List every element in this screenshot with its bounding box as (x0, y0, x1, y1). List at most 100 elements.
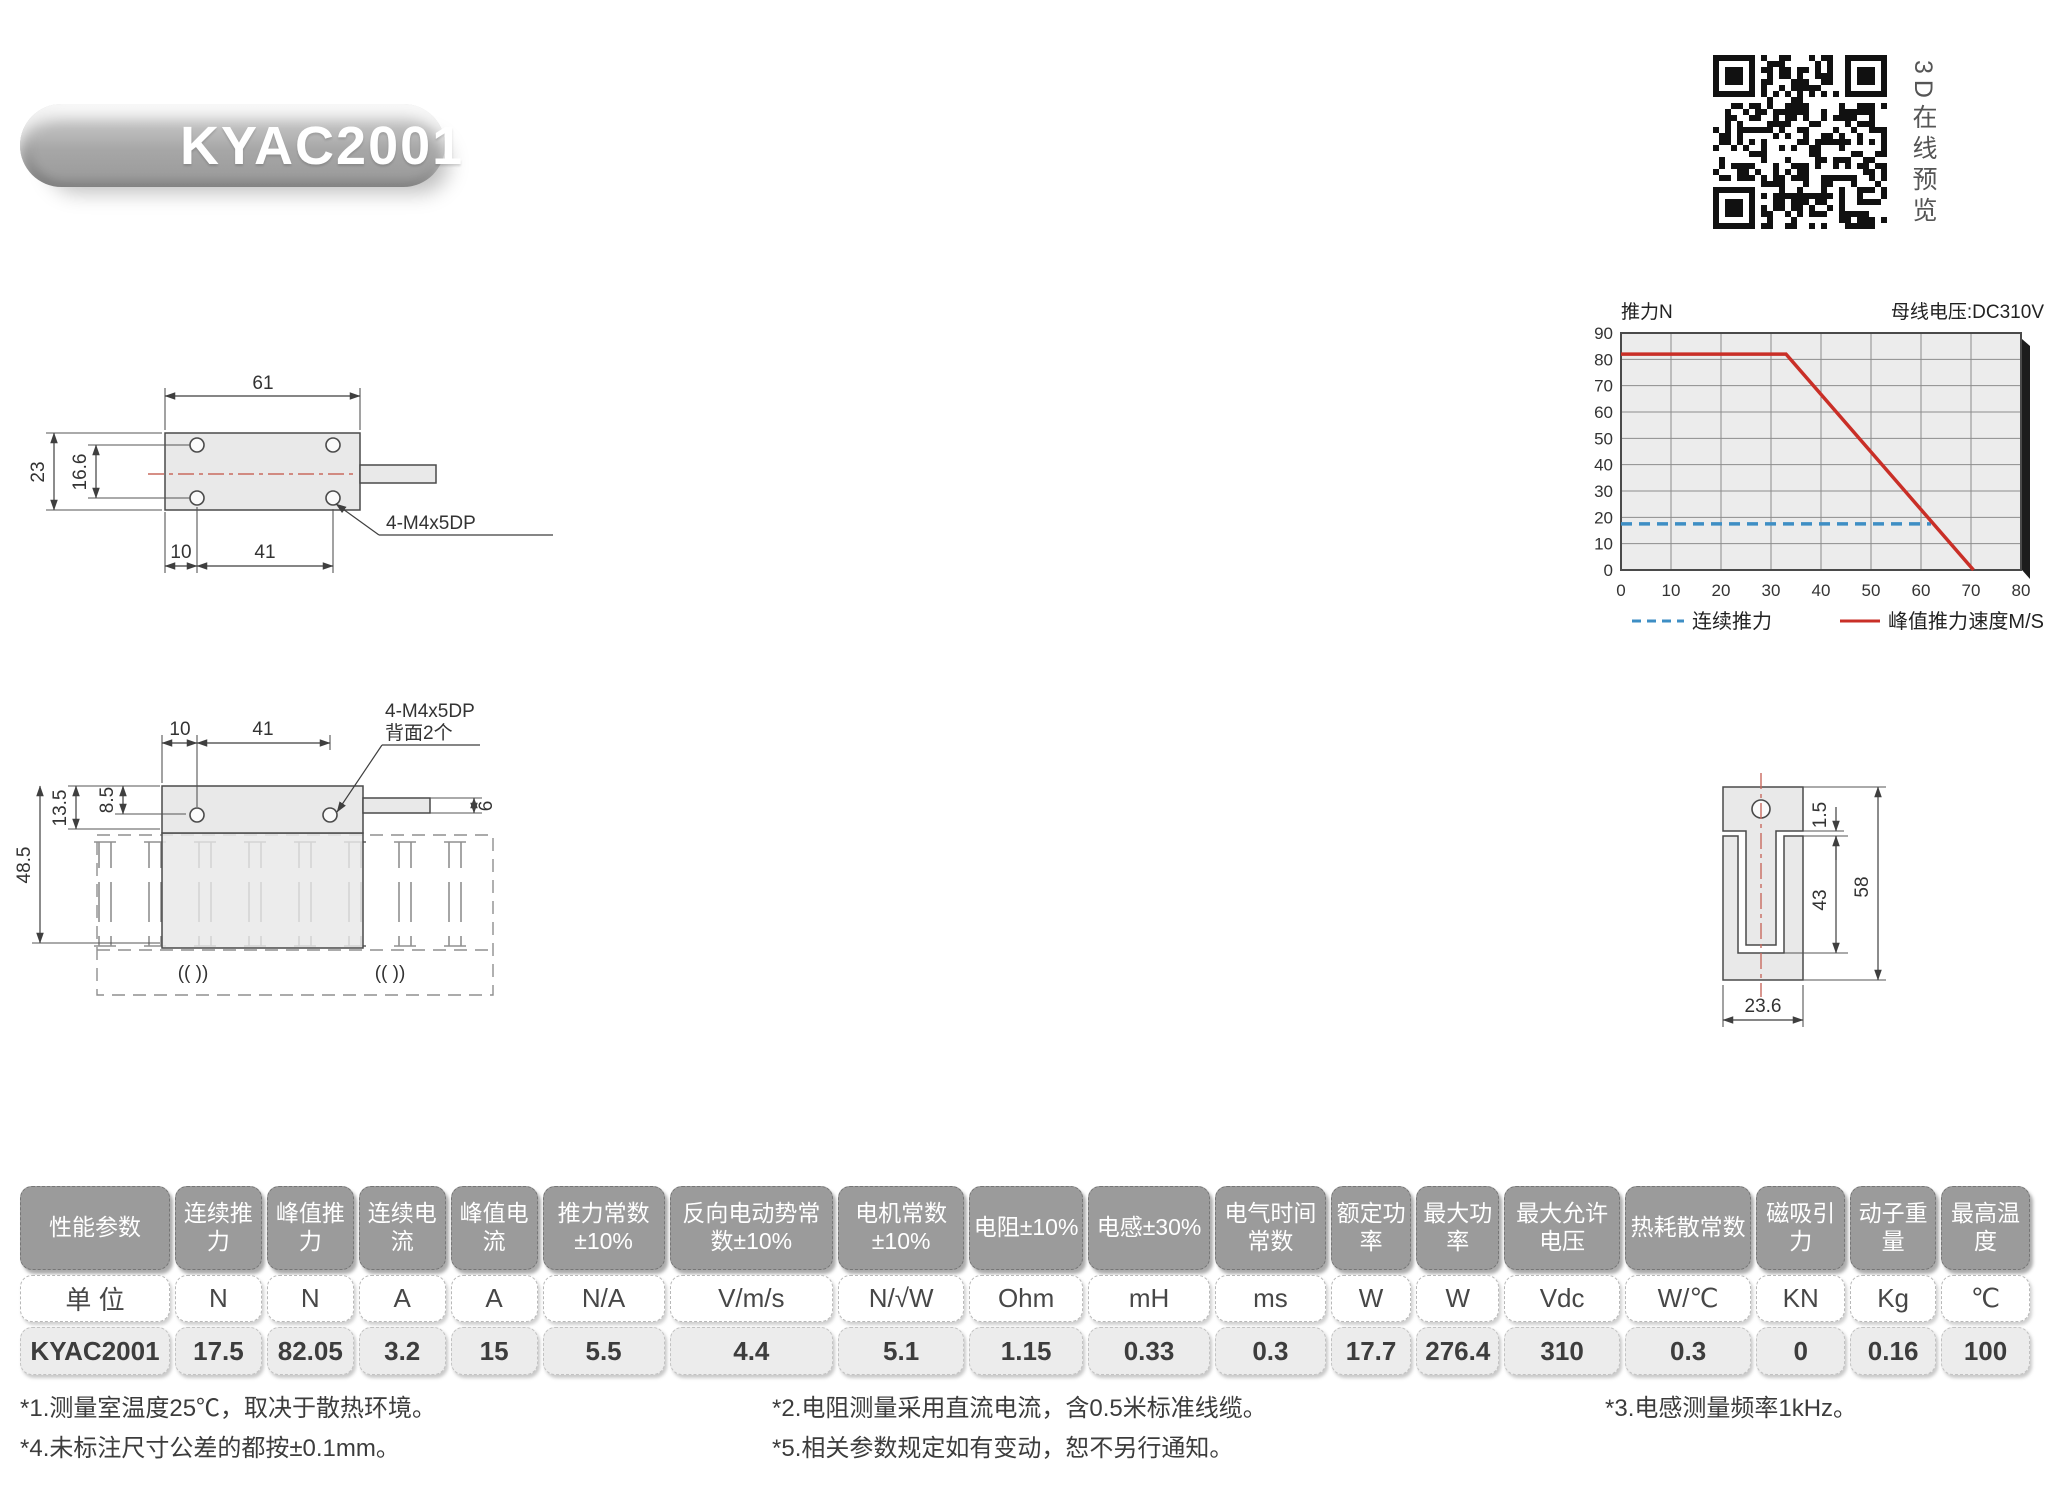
value-cell: 5.1 (838, 1327, 965, 1375)
footnote-3: *3.电感测量频率1kHz。 (1605, 1395, 1858, 1422)
thread-callout: 4-M4x5DP (386, 513, 476, 534)
header-cell: 性能参数 (20, 1186, 170, 1270)
product-title-badge: KYAC2001 (20, 104, 462, 187)
svg-text:20: 20 (1594, 508, 1613, 527)
thread-callout: 背面2个 (385, 722, 453, 744)
spec-table-header-row: 性能参数 连续推力 峰值推力 连续电流 峰值电流 推力常数±10% 反向电动势常数±10% 电… (20, 1186, 2030, 1270)
dimension-label: 43 (1810, 889, 1831, 910)
header-cell: 最大功率 (1416, 1186, 1500, 1270)
header-cell: 反向电动势常数±10% (669, 1186, 834, 1270)
stator-section (1722, 835, 1804, 981)
unit-cell: V/m/s (669, 1275, 834, 1322)
svg-text:10: 10 (1662, 581, 1681, 600)
svg-text:10: 10 (1594, 535, 1613, 554)
dimension-label: 10 (170, 542, 191, 563)
svg-text:推力N: 推力N (1621, 301, 1673, 323)
header-cell: 连续电流 (358, 1186, 446, 1270)
dimension-label: 10 (169, 719, 190, 740)
unit-cell: A (450, 1275, 538, 1322)
unit-cell: ms (1215, 1275, 1326, 1322)
dimension-label: 61 (252, 373, 273, 394)
unit-cell: KN (1756, 1275, 1846, 1322)
svg-text:20: 20 (1712, 581, 1731, 600)
header-cell: 最大允许电压 (1504, 1186, 1621, 1270)
svg-text:80: 80 (2012, 581, 2031, 600)
svg-text:80: 80 (1594, 350, 1613, 369)
value-cell: 17.5 (174, 1327, 262, 1375)
svg-text:40: 40 (1812, 581, 1831, 600)
unit-cell: W/℃ (1625, 1275, 1752, 1322)
unit-cell: mH (1088, 1275, 1211, 1322)
svg-text:速度M/S: 速度M/S (1968, 610, 2044, 633)
unit-cell: N/A (542, 1275, 665, 1322)
spec-table: 性能参数 连续推力 峰值推力 连续电流 峰值电流 推力常数±10% 反向电动势常数±10% 电… (20, 1186, 2030, 1375)
qr-code-image (1713, 55, 1887, 229)
spec-table-unit-row: 单 位 N N A A N/A V/m/s N/√W Ohm mH ms W W Vdc W/℃ KN Kg ℃ (20, 1275, 2030, 1322)
drawing-front-view: (( )) (( )) 10 41 4-M4x5DP 背面2个 13.5 8.5… (14, 701, 497, 996)
value-cell: 0.16 (1850, 1327, 1937, 1375)
rail-clip-symbol: (( )) (375, 963, 406, 984)
footnote-4: *4.未标注尺寸公差的都按±0.1mm。 (20, 1435, 400, 1462)
qr-code (1713, 55, 1887, 234)
drawing-section-view: 1.5 43 58 23.6 (1722, 773, 1886, 1027)
product-title: KYAC2001 (180, 115, 465, 176)
svg-text:50: 50 (1594, 429, 1613, 448)
footnote-2: *2.电阻测量采用直流电流，含0.5米标准线缆。 (772, 1395, 1267, 1422)
svg-text:连续推力: 连续推力 (1692, 610, 1772, 633)
dimension-label: 16.6 (70, 454, 91, 491)
footnote-5: *5.相关参数规定如有变动，恕不另行通知。 (772, 1435, 1234, 1462)
spec-table-value-row: KYAC2001 17.5 82.05 3.2 15 5.5 4.4 5.1 1.15 0.33 0… (20, 1327, 2030, 1375)
value-cell: 82.05 (266, 1327, 354, 1375)
svg-text:0: 0 (1616, 581, 1625, 600)
unit-cell: Kg (1850, 1275, 1937, 1322)
value-cell: 5.5 (542, 1327, 665, 1375)
dimension-label: 1.5 (1810, 802, 1831, 828)
header-cell: 电感±30% (1088, 1186, 1211, 1270)
qr-label: 3D在线预览 (1909, 60, 1937, 228)
value-cell: KYAC2001 (20, 1327, 170, 1375)
mover-section (1722, 786, 1804, 946)
value-cell: 1.15 (969, 1327, 1083, 1375)
header-cell: 最高温度 (1941, 1186, 2030, 1270)
svg-text:30: 30 (1762, 581, 1781, 600)
svg-text:峰值推力: 峰值推力 (1888, 610, 1968, 633)
unit-cell: W (1416, 1275, 1500, 1322)
svg-text:60: 60 (1912, 581, 1931, 600)
value-cell: 0 (1756, 1327, 1846, 1375)
header-cell: 额定功率 (1330, 1186, 1412, 1270)
dimension-label: 23.6 (1745, 996, 1782, 1017)
header-cell: 峰值电流 (450, 1186, 538, 1270)
value-cell: 0.33 (1088, 1327, 1211, 1375)
value-cell: 4.4 (669, 1327, 834, 1375)
footnote-1: *1.测量室温度25℃，取决于散热环境。 (20, 1395, 437, 1422)
header-cell: 连续推力 (174, 1186, 262, 1270)
dimension-label: 6 (476, 801, 497, 812)
unit-cell: W (1330, 1275, 1412, 1322)
dimension-label: 48.5 (14, 847, 35, 884)
unit-cell: 单 位 (20, 1275, 170, 1322)
svg-text:70: 70 (1594, 377, 1613, 396)
value-cell: 0.3 (1625, 1327, 1752, 1375)
header-cell: 动子重量 (1850, 1186, 1937, 1270)
mover-body (161, 832, 364, 949)
value-cell: 310 (1504, 1327, 1621, 1375)
thrust-speed-chart: 0 10 20 30 40 50 60 70 80 0 10 20 30 40 50 60 70 80 90 推力N 母… (1592, 288, 2050, 643)
drawing-top-view: 61 23 16.6 10 41 4-M4x5DP (30, 373, 553, 573)
thread-callout: 4-M4x5DP (385, 701, 475, 722)
value-cell: 100 (1941, 1327, 2030, 1375)
unit-cell: Vdc (1504, 1275, 1621, 1322)
svg-text:60: 60 (1594, 403, 1613, 422)
header-cell: 热耗散常数 (1625, 1186, 1752, 1270)
svg-text:90: 90 (1594, 324, 1613, 343)
header-cell: 电阻±10% (969, 1186, 1083, 1270)
dimension-label: 41 (252, 719, 273, 740)
dimension-label: 23 (30, 461, 49, 482)
chart-canvas: 0 10 20 30 40 50 60 70 80 0 10 20 30 40 50 60 70 80 90 推力N 母… (1594, 301, 2044, 633)
unit-cell: N (174, 1275, 262, 1322)
svg-text:40: 40 (1594, 456, 1613, 475)
header-cell: 电机常数±10% (838, 1186, 965, 1270)
shaft (359, 464, 437, 484)
value-cell: 3.2 (358, 1327, 446, 1375)
header-cell: 推力常数±10% (542, 1186, 665, 1270)
